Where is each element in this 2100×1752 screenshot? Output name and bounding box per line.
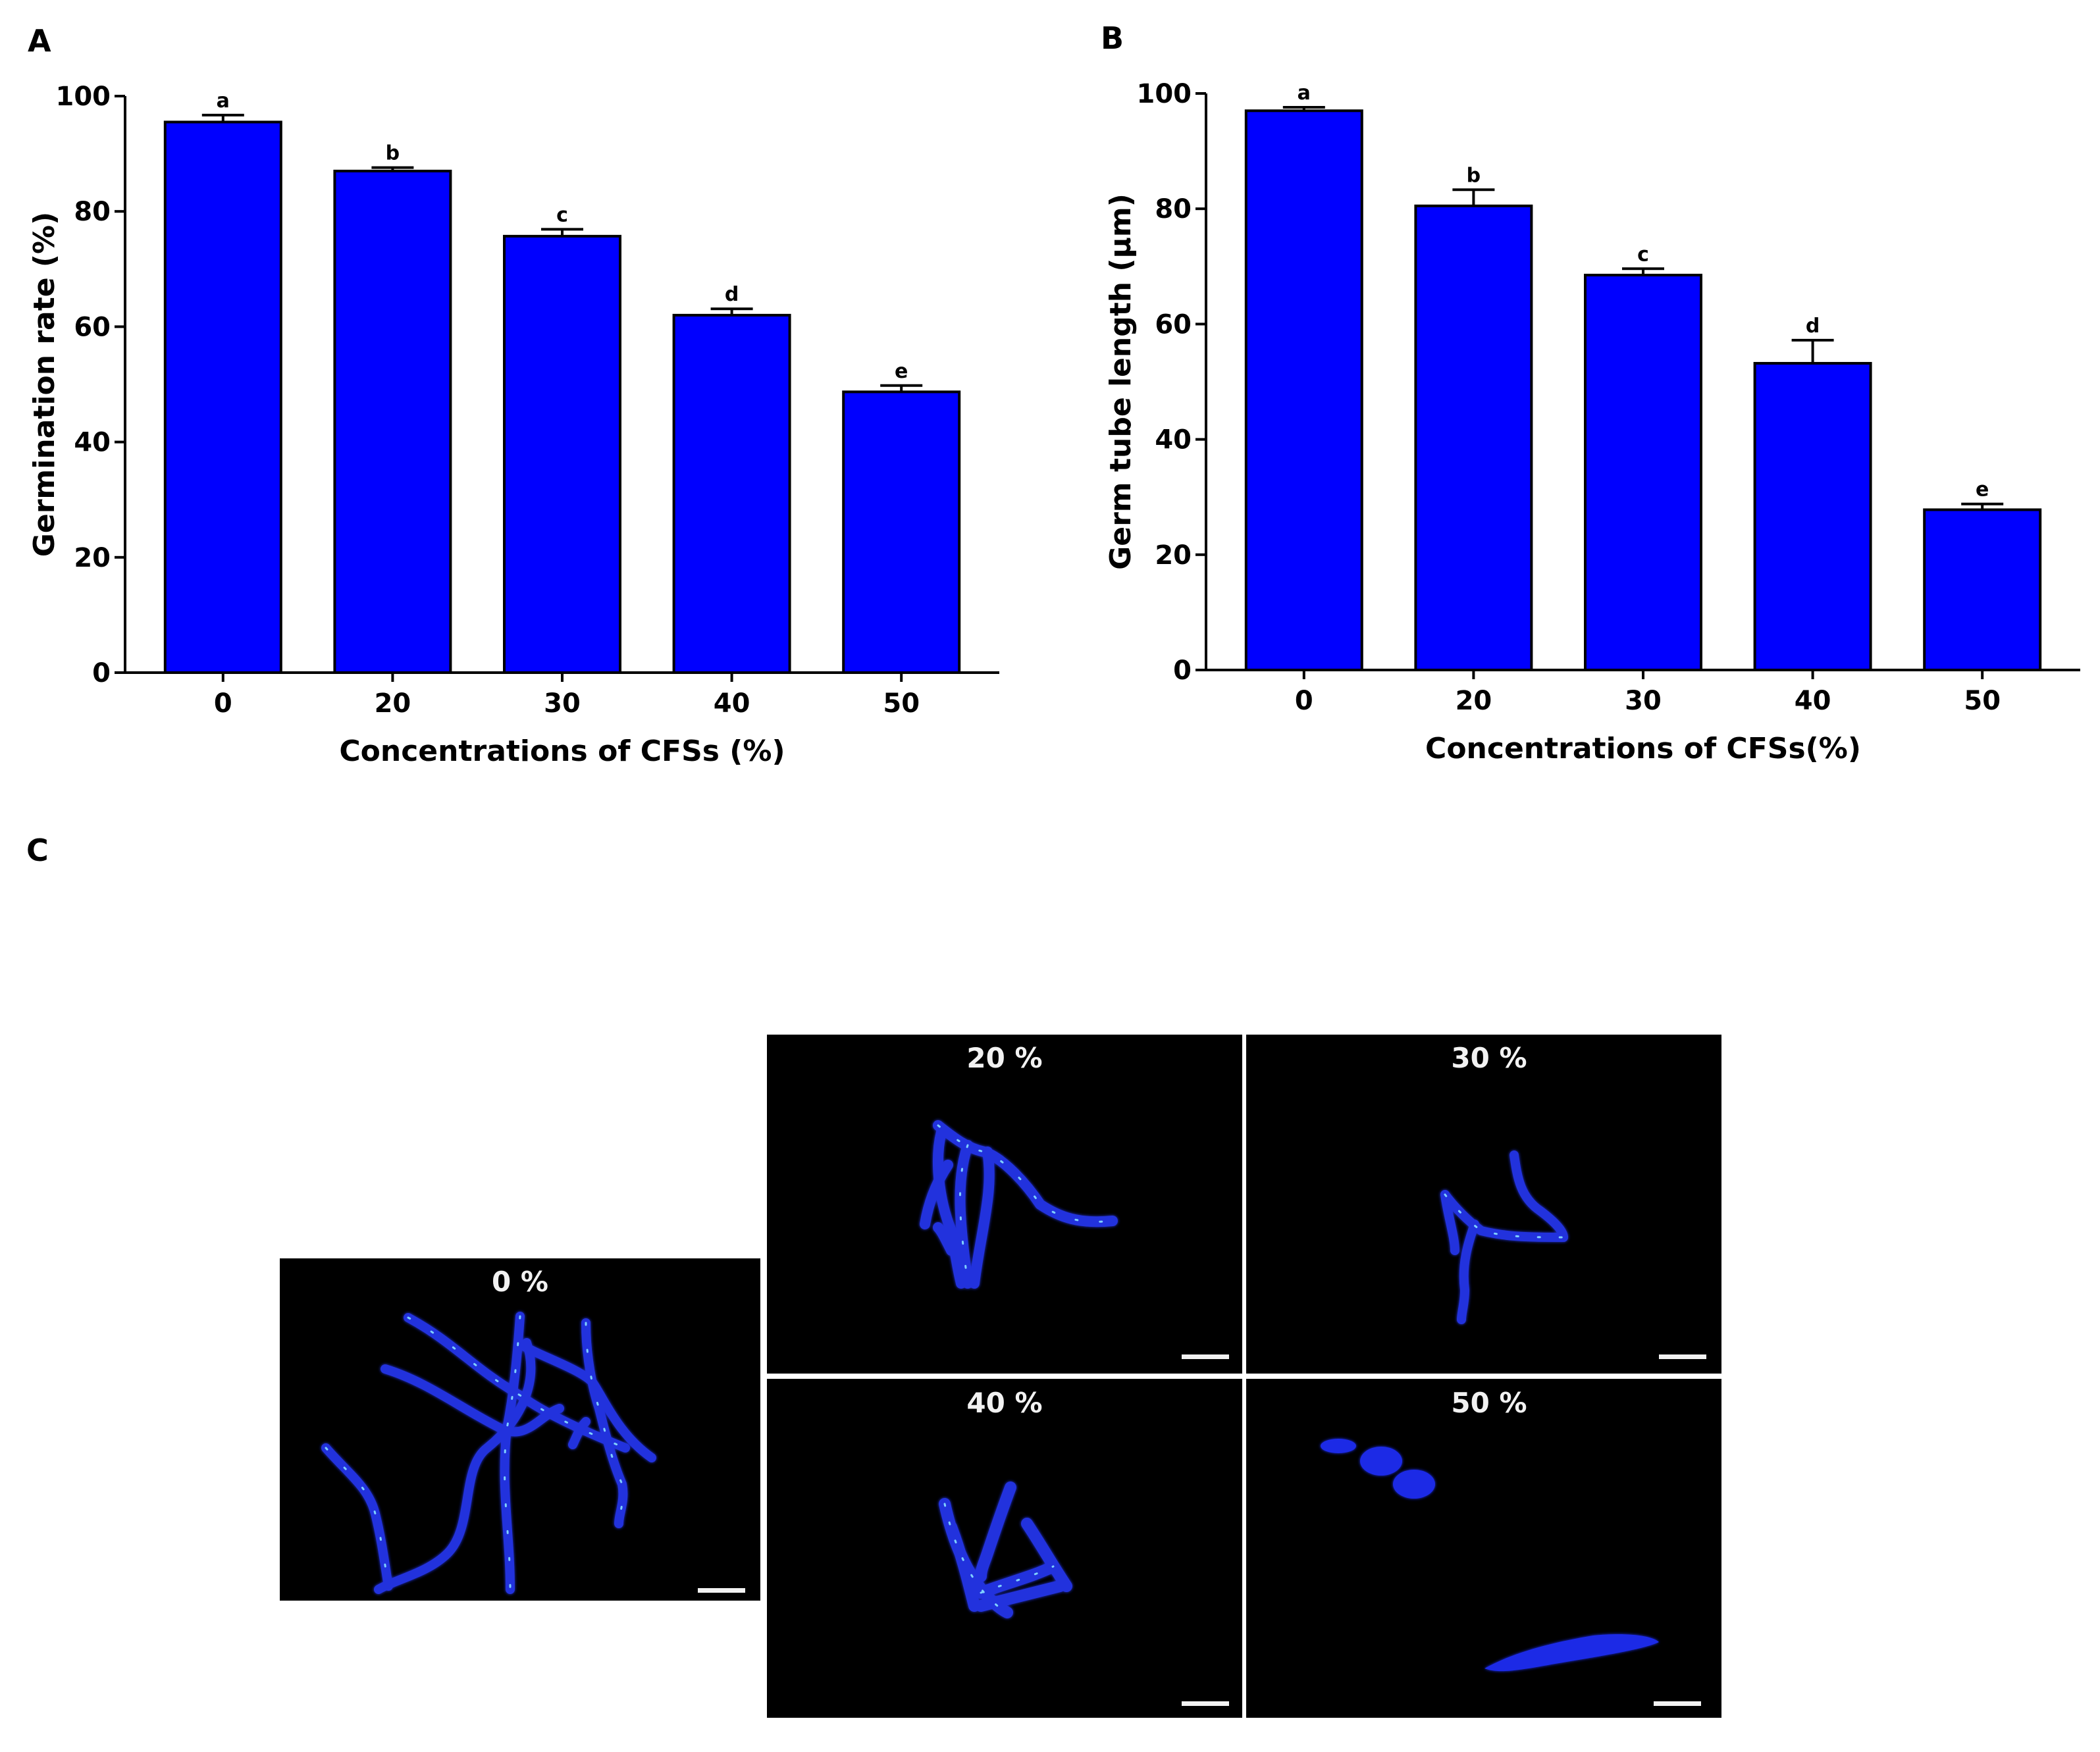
significance-letter: d (1806, 315, 1820, 338)
panel-letter-b: B (1101, 20, 1124, 56)
scale-bar (1182, 1701, 1229, 1706)
y-tick-label: 80 (1155, 194, 1192, 224)
micrograph-label: 40 % (966, 1387, 1042, 1419)
micrograph-40-percent: 40 % (767, 1379, 1242, 1718)
x-tick-label: 0 (1295, 686, 1313, 716)
scale-bar (1654, 1701, 1701, 1706)
micrograph-label: 50 % (1451, 1387, 1527, 1419)
micrograph-background (1246, 1035, 1721, 1374)
y-tick-label: 40 (1155, 425, 1192, 455)
chart-germination-rate: a b c d e 0 20 40 60 80 100 0 20 30 40 50 Concentratio… (28, 82, 999, 768)
hyphae-image (939, 1481, 1072, 1618)
micrograph-label: 30 % (1451, 1042, 1527, 1074)
panel-letter-a: A (28, 23, 51, 59)
y-tick-label: 40 (74, 428, 111, 458)
micrograph-30-percent: 30 % (1246, 1035, 1721, 1374)
x-tick-label: 0 (214, 688, 232, 719)
x-tick-label: 30 (544, 688, 581, 719)
x-tick-label: 50 (1964, 686, 2001, 716)
panel-letter-c: C (26, 833, 49, 868)
x-tick-label: 50 (883, 688, 920, 719)
bar (1414, 204, 1533, 671)
significance-letter: c (556, 203, 568, 226)
micrograph-background (767, 1379, 1242, 1718)
scale-bar (698, 1588, 745, 1593)
significance-letter: a (1298, 82, 1311, 105)
hyphae-image (1440, 1150, 1568, 1324)
micrograph-0-percent: 0 % (280, 1258, 760, 1601)
y-tick-label: 100 (56, 82, 111, 112)
hyphae-image (920, 1120, 1118, 1289)
significance-letter: c (1637, 243, 1649, 266)
x-tick-label: 40 (714, 688, 750, 719)
y-tick-label: 20 (1155, 540, 1192, 571)
significance-letter: e (895, 360, 908, 383)
bar (1753, 361, 1872, 672)
micrograph-panel: 0 % (280, 1035, 1721, 1718)
micrograph-20-percent: 20 % (767, 1035, 1242, 1374)
significance-letter: b (386, 142, 400, 165)
micrograph-label: 20 % (966, 1042, 1042, 1074)
y-tick-label: 80 (74, 197, 111, 227)
bar (672, 313, 791, 674)
bar (842, 390, 961, 674)
micrograph-background (1246, 1379, 1721, 1718)
scale-bar (1659, 1354, 1706, 1359)
hyphae-image (321, 1312, 656, 1594)
x-tick-label: 20 (1456, 686, 1492, 716)
y-tick-label: 20 (74, 543, 111, 573)
micrograph-label: 0 % (492, 1266, 548, 1298)
chart-germ-tube-length: a b c d e 0 20 40 60 80 100 0 20 30 40 50 Concentratio… (1104, 79, 2080, 765)
significance-letter: e (1976, 478, 1989, 502)
y-tick-label: 0 (1173, 656, 1192, 686)
bar (163, 120, 282, 675)
chart-a-x-axis-title: Concentrations of CFSs (%) (339, 734, 785, 768)
bar (1244, 109, 1363, 671)
x-tick-label: 40 (1795, 686, 1831, 716)
y-tick-label: 60 (1155, 309, 1192, 340)
micrograph-50-percent: 50 % (1246, 1379, 1721, 1718)
bar (503, 234, 621, 675)
chart-a-y-axis-title: Germination rate (%) (28, 212, 61, 557)
bar (1923, 508, 2042, 671)
x-tick-label: 30 (1625, 686, 1662, 716)
chart-a-tick-labels: 0 20 40 60 80 100 0 20 30 40 50 (56, 82, 920, 719)
y-tick-label: 60 (74, 312, 111, 342)
significance-letter: b (1467, 164, 1481, 187)
scale-bar (1182, 1354, 1229, 1359)
chart-b-tick-labels: 0 20 40 60 80 100 0 20 30 40 50 (1137, 79, 2001, 716)
chart-b-y-axis-title: Germ tube length (μm) (1104, 193, 1138, 570)
significance-letter: a (217, 90, 230, 113)
bar (1584, 273, 1702, 671)
x-tick-label: 20 (375, 688, 411, 719)
chart-a-bars: a b c d e (163, 90, 961, 675)
significance-letter: d (725, 283, 739, 306)
y-tick-label: 0 (92, 658, 111, 688)
conidia-image (1321, 1439, 1659, 1672)
y-tick-label: 100 (1137, 79, 1192, 109)
micrograph-background (767, 1035, 1242, 1374)
chart-b-x-axis-title: Concentrations of CFSs(%) (1425, 732, 1861, 765)
bar (333, 169, 452, 674)
chart-b-bars: a b c d e (1244, 82, 2042, 672)
